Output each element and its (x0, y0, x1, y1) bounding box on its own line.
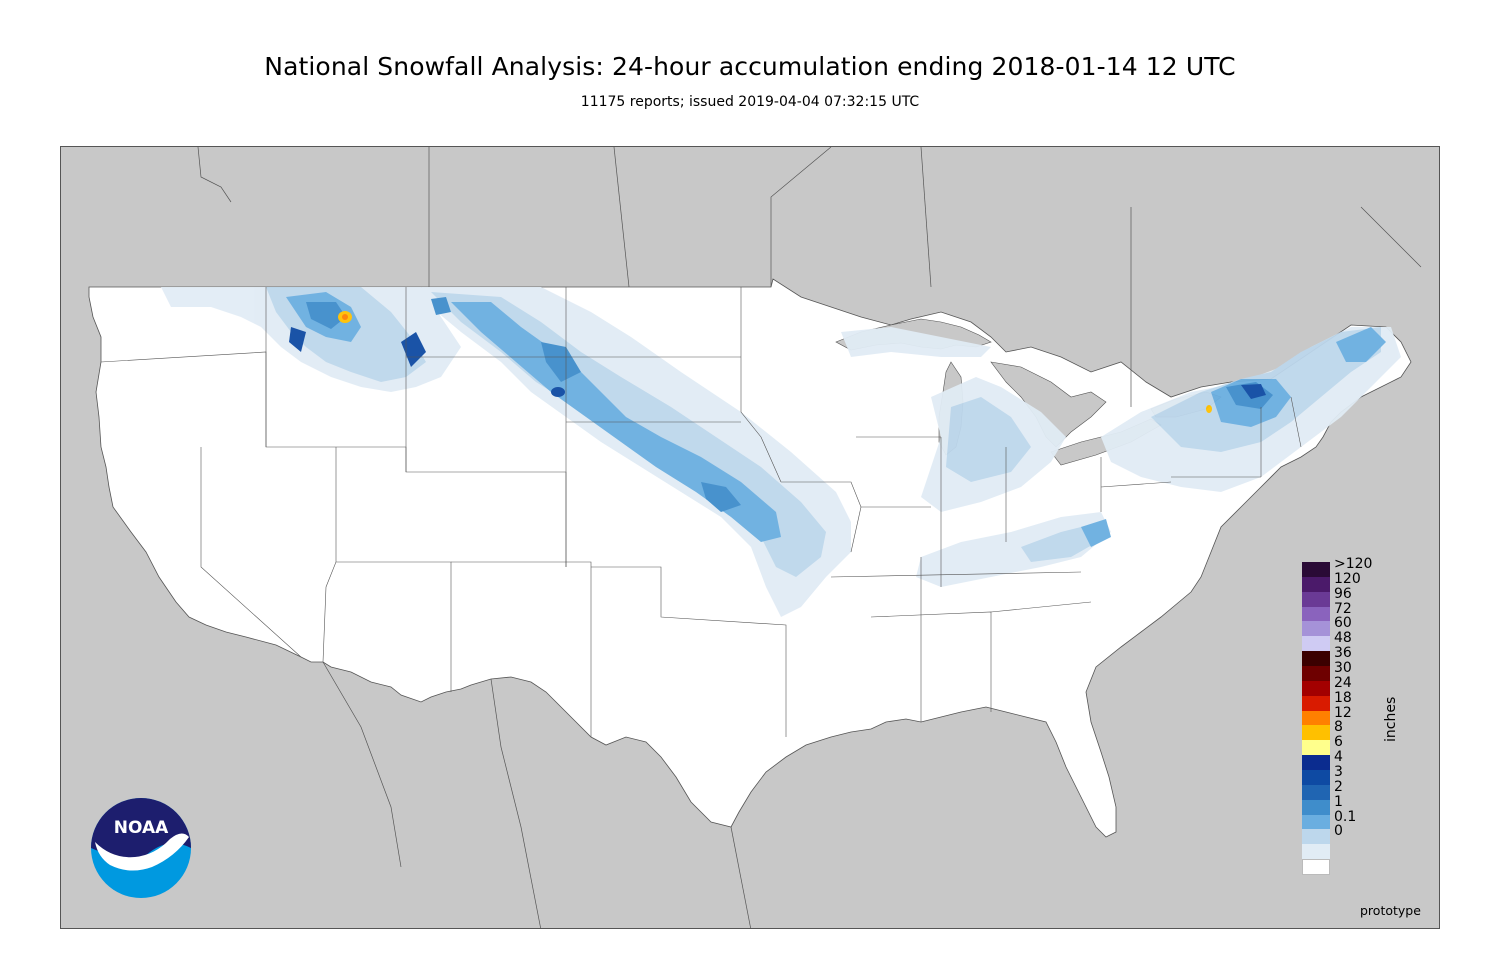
legend-swatch (1302, 591, 1330, 608)
legend-swatch (1302, 859, 1330, 875)
legend-swatch (1302, 725, 1330, 741)
legend-label: 36 (1334, 645, 1352, 662)
legend-swatch (1302, 636, 1330, 652)
legend-label: >120 (1334, 556, 1373, 572)
legend-swatch (1302, 680, 1330, 697)
legend-label: 24 (1334, 674, 1352, 691)
legend-swatch (1302, 710, 1330, 727)
map-title: National Snowfall Analysis: 24-hour accu… (264, 52, 1236, 81)
legend-label: 6 (1334, 734, 1343, 751)
legend-swatch (1302, 666, 1330, 682)
legend-swatch (1302, 770, 1330, 786)
legend-swatch (1302, 621, 1330, 637)
state-borders (100, 287, 1302, 737)
legend-swatch (1302, 651, 1330, 667)
legend-swatch (1302, 562, 1330, 578)
legend-swatch (1302, 814, 1330, 831)
legend-label: 96 (1334, 585, 1352, 602)
legend-label: 3 (1334, 764, 1343, 780)
lake-huron (990, 361, 1107, 448)
snowfall-map (88, 147, 1422, 928)
legend-label: 60 (1334, 615, 1352, 632)
legend-swatch (1302, 740, 1330, 756)
legend-label: 0 (1334, 823, 1343, 840)
legend-label: 30 (1334, 660, 1352, 676)
conus-land (88, 278, 1412, 838)
legend-swatch (1302, 784, 1330, 801)
legend-label: 18 (1334, 689, 1352, 706)
legend-label: 0.1 (1334, 808, 1357, 825)
legend-swatch (1302, 829, 1330, 845)
color-legend: >120 120 96 72 60 48 36 30 24 18 12 8 6 4 3 2 1 0.1 0 (1302, 557, 1372, 875)
legend-swatch (1302, 695, 1330, 712)
map-subtitle: 11175 reports; issued 2019-04-04 07:32:1… (580, 94, 920, 110)
legend-label: 72 (1334, 600, 1352, 617)
legend-label: 1 (1334, 793, 1343, 810)
legend-label: 12 (1334, 704, 1352, 721)
legend-label: 2 (1334, 778, 1343, 795)
legend-swatch (1302, 844, 1330, 860)
international-borders (197, 147, 1422, 928)
noaa-logo-icon: NOAA (90, 797, 192, 899)
legend-swatch (1302, 799, 1330, 816)
legend-swatch (1302, 576, 1330, 593)
legend-label: 120 (1334, 570, 1361, 587)
legend-units-label: inches (1383, 696, 1399, 742)
legend-label: 48 (1334, 630, 1352, 647)
legend-swatch (1302, 606, 1330, 623)
map-panel[interactable] (60, 146, 1440, 929)
legend-label: 4 (1334, 749, 1343, 766)
legend-swatch (1302, 755, 1330, 771)
legend-label: 8 (1334, 719, 1343, 736)
prototype-label: prototype (1360, 903, 1421, 918)
svg-text:NOAA: NOAA (114, 818, 169, 838)
